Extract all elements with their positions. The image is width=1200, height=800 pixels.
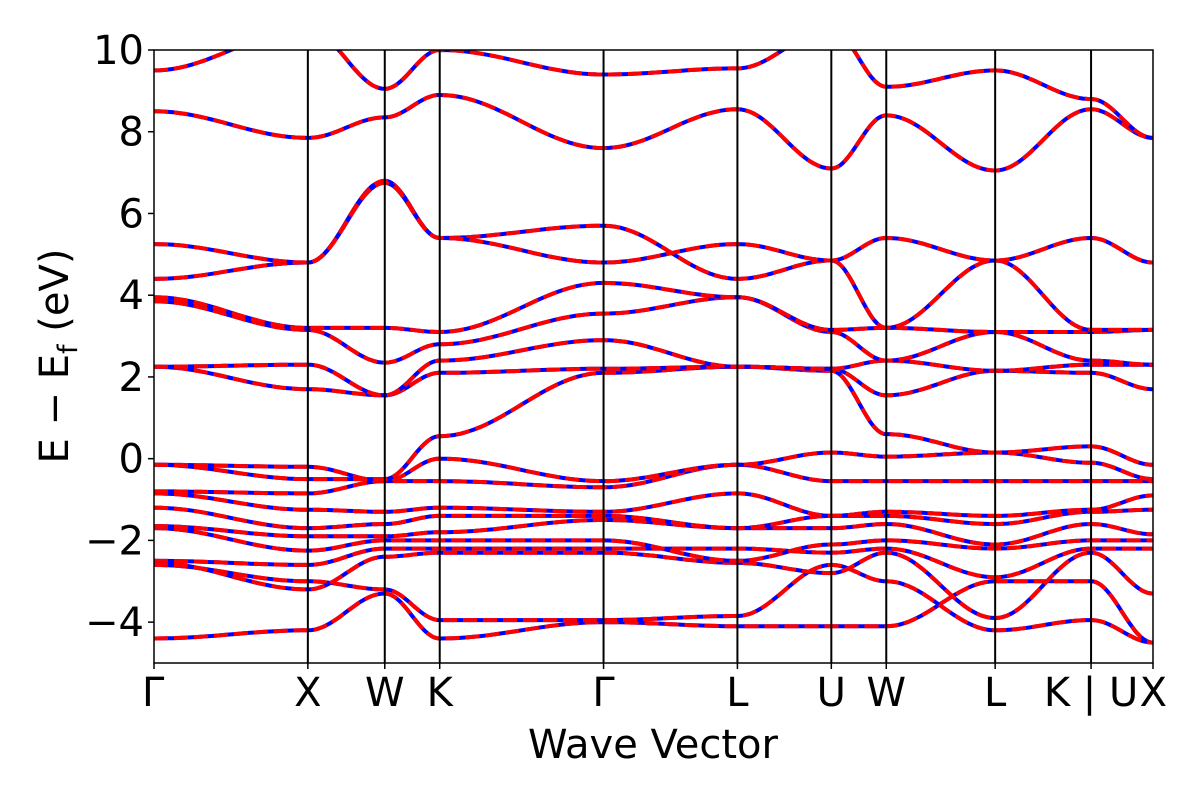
x-tick-label-4: Γ [592,670,615,716]
y-tick-label-5: 6 [119,191,144,237]
band-line-b-9 [154,450,1153,484]
x-tick-label-0: Γ [142,670,165,716]
x-tick-label-8: L [984,670,1007,716]
band-line-b-3 [154,546,1153,580]
band-line-b-10 [154,364,1153,482]
band-line-a-10 [154,364,1153,482]
y-axis-title: E − Ef (eV) [32,249,84,464]
y-axis-title-main: E − E [32,354,78,464]
y-tick-label-1: −2 [85,518,144,564]
band-line-b-1 [154,562,1153,645]
x-tick-label-5: L [726,670,749,716]
y-axis-title-subscript: f [53,343,84,354]
y-tick-label-4: 4 [119,273,144,319]
x-tick-label-7: W [866,670,906,716]
band-line-a-17 [154,93,1153,173]
band-line-a-2 [154,550,1153,621]
band-line-b-17 [154,93,1153,173]
bands-layer [154,50,1153,645]
x-tick-label-9: K | U [1044,670,1138,716]
y-tick-label-0: −4 [85,600,144,646]
band-line-a-16 [154,180,1153,265]
y-tick-label-3: 2 [119,355,144,401]
x-tick-label-6: U [817,670,846,716]
band-line-b-2 [154,550,1153,621]
x-axis-title: Wave Vector [528,722,779,768]
y-axis-title-unit: (eV) [32,249,78,345]
x-tick-label-2: W [365,670,405,716]
y-axis: −4 −2 0 2 4 6 8 10 [85,28,154,646]
plot-frame [153,49,1154,664]
y-tick-label-2: 0 [119,437,144,483]
band-line-a-18 [154,50,1153,140]
y-tick-label-6: 8 [119,110,144,156]
high-symmetry-lines [306,50,1093,663]
band-line-b-18 [154,50,1153,140]
x-tick-label-3: K [427,670,455,716]
band-line-b-7 [154,491,1153,518]
x-tick-label-10: X [1140,670,1167,716]
band-line-b-14 [154,280,1153,334]
band-line-b-16 [154,180,1153,265]
x-tick-label-1: X [294,670,321,716]
y-tick-label-7: 10 [93,28,144,74]
